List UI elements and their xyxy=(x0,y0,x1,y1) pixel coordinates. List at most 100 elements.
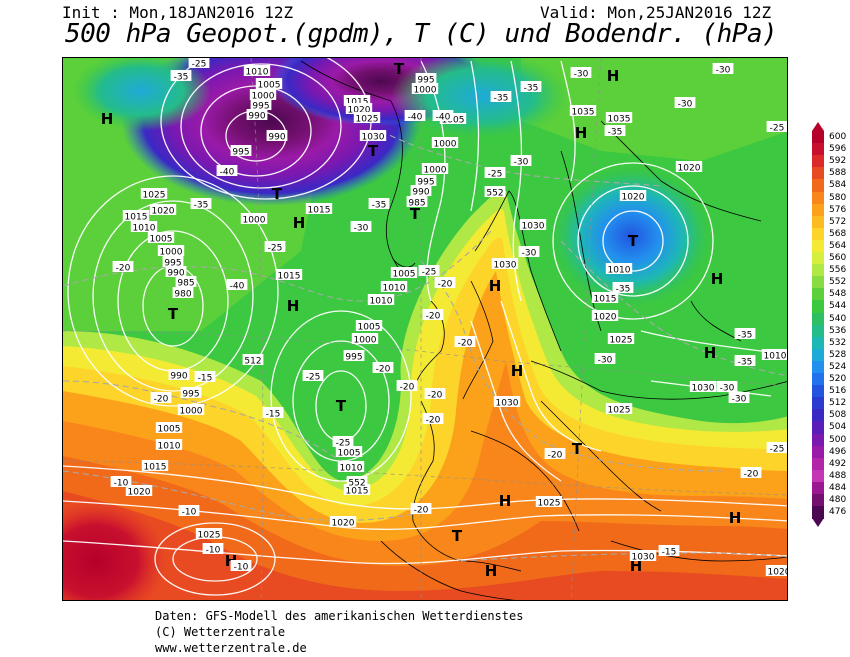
pressure-label-box xyxy=(359,130,387,141)
pressure-label: 1020 xyxy=(678,164,701,174)
temperature-label-box xyxy=(368,198,390,209)
temperature-label-box xyxy=(434,277,456,288)
pressure-label: 1030 xyxy=(522,222,545,232)
pressure-label-box xyxy=(243,65,271,76)
temperature-label: -30 xyxy=(354,224,369,234)
pressure-label-box xyxy=(141,460,169,471)
pressure-label: 990 xyxy=(248,112,265,122)
low-marker: T xyxy=(628,232,639,250)
init-time: Init : Mon,18JAN2016 12Z xyxy=(62,3,294,22)
pressure-label-box xyxy=(353,112,381,123)
temperature-label: -25 xyxy=(770,445,785,455)
pressure-label-box xyxy=(250,99,272,110)
temperature-label-box xyxy=(226,279,248,290)
pressure-label: 980 xyxy=(174,290,191,300)
high-marker: H xyxy=(489,277,502,295)
pressure-label-box xyxy=(689,381,717,392)
legend-swatch xyxy=(812,445,824,459)
temperature-label-box xyxy=(454,336,476,347)
temperature-label-box xyxy=(604,125,626,136)
pressure-label-box xyxy=(168,369,190,380)
pressure-label: 1005 xyxy=(158,425,181,435)
temperature-label: -35 xyxy=(494,94,509,104)
legend-swatch xyxy=(812,155,824,168)
pressure-label: 1025 xyxy=(143,191,166,201)
pressure-label-box xyxy=(255,78,283,89)
pressure-label: 1010 xyxy=(764,352,787,362)
temperature-label-box xyxy=(372,362,394,373)
temperature-label: -40 xyxy=(408,113,423,123)
pressure-label: 1005 xyxy=(150,235,173,245)
pressure-label-box xyxy=(761,349,787,360)
legend-label: 512 xyxy=(829,398,847,409)
temperature-label-box xyxy=(410,503,432,514)
legend-label: 508 xyxy=(829,410,847,421)
pressure-label-box xyxy=(337,461,365,472)
temperature-label-box xyxy=(150,392,172,403)
pressure-label: 995 xyxy=(232,148,249,158)
pressure-label: 1015 xyxy=(346,98,369,108)
pressure-label: 1020 xyxy=(348,106,371,116)
temperature-label-box xyxy=(518,246,540,257)
temperature-label: -20 xyxy=(428,391,443,401)
pressure-label-box xyxy=(605,263,633,274)
temperature-label: -20 xyxy=(548,451,563,461)
temperature-label: -25 xyxy=(336,439,351,449)
temperature-label-box xyxy=(350,221,372,232)
high-marker: H xyxy=(729,509,742,527)
legend-arrow-up xyxy=(812,122,824,131)
pressure-label: 1010 xyxy=(608,266,631,276)
pressure-label-box xyxy=(535,496,563,507)
temperature-label-box xyxy=(112,261,134,272)
temperature-label-box xyxy=(612,282,634,293)
pressure-label: 990 xyxy=(170,372,187,382)
pressure-label-box xyxy=(415,73,437,84)
pressure-label-box xyxy=(607,333,635,344)
legend-swatch xyxy=(812,360,824,374)
pressure-label-box xyxy=(346,476,368,487)
legend-swatch xyxy=(812,494,824,507)
pressure-label: 1020 xyxy=(594,313,617,323)
temperature-label: -20 xyxy=(154,395,169,405)
legend-label: 592 xyxy=(829,156,847,167)
temperature-label: -35 xyxy=(524,84,539,94)
pressure-label-box xyxy=(230,145,252,156)
legend-label: 520 xyxy=(829,374,847,384)
pressure-label-box xyxy=(345,103,373,114)
high-marker: H xyxy=(485,562,498,580)
footer-website: www.wetterzentrale.de xyxy=(155,641,307,655)
pressure-label-box xyxy=(415,175,437,186)
legend-swatch xyxy=(812,324,824,338)
pressure-label: 1010 xyxy=(246,68,269,78)
pressure-label: 1000 xyxy=(160,248,183,258)
legend-label: 596 xyxy=(829,144,847,155)
pressure-label-box xyxy=(157,245,185,256)
temperature-label-box xyxy=(178,505,200,516)
pressure-label-box xyxy=(491,258,519,269)
temperature-label-box xyxy=(202,543,224,554)
legend-label: 552 xyxy=(829,277,847,288)
temperature-label: -25 xyxy=(770,124,785,134)
temperature-label-box xyxy=(302,370,324,381)
temperature-label-box xyxy=(520,81,542,92)
low-marker: T xyxy=(394,60,405,78)
temperature-label: -20 xyxy=(438,280,453,290)
temperature-label: -40 xyxy=(230,282,245,292)
legend-swatch xyxy=(812,179,824,192)
pressure-label-box xyxy=(591,292,619,303)
pressure-label: 1010 xyxy=(383,284,406,294)
pressure-label-box xyxy=(155,439,183,450)
pressure-label-box xyxy=(180,387,202,398)
pressure-label: 1015 xyxy=(144,463,167,473)
high-marker: H xyxy=(607,67,620,85)
pressure-label: 1020 xyxy=(152,207,175,217)
footer-copyright: (C) Wetterzentrale xyxy=(155,625,286,639)
pressure-label-box xyxy=(421,163,449,174)
pressure-label-box xyxy=(605,112,633,123)
pressure-label: 995 xyxy=(252,102,269,112)
temperature-label-box xyxy=(190,198,212,209)
legend-swatch xyxy=(812,481,824,495)
pressure-label-box xyxy=(675,161,703,172)
temperature-label-box xyxy=(432,110,454,121)
